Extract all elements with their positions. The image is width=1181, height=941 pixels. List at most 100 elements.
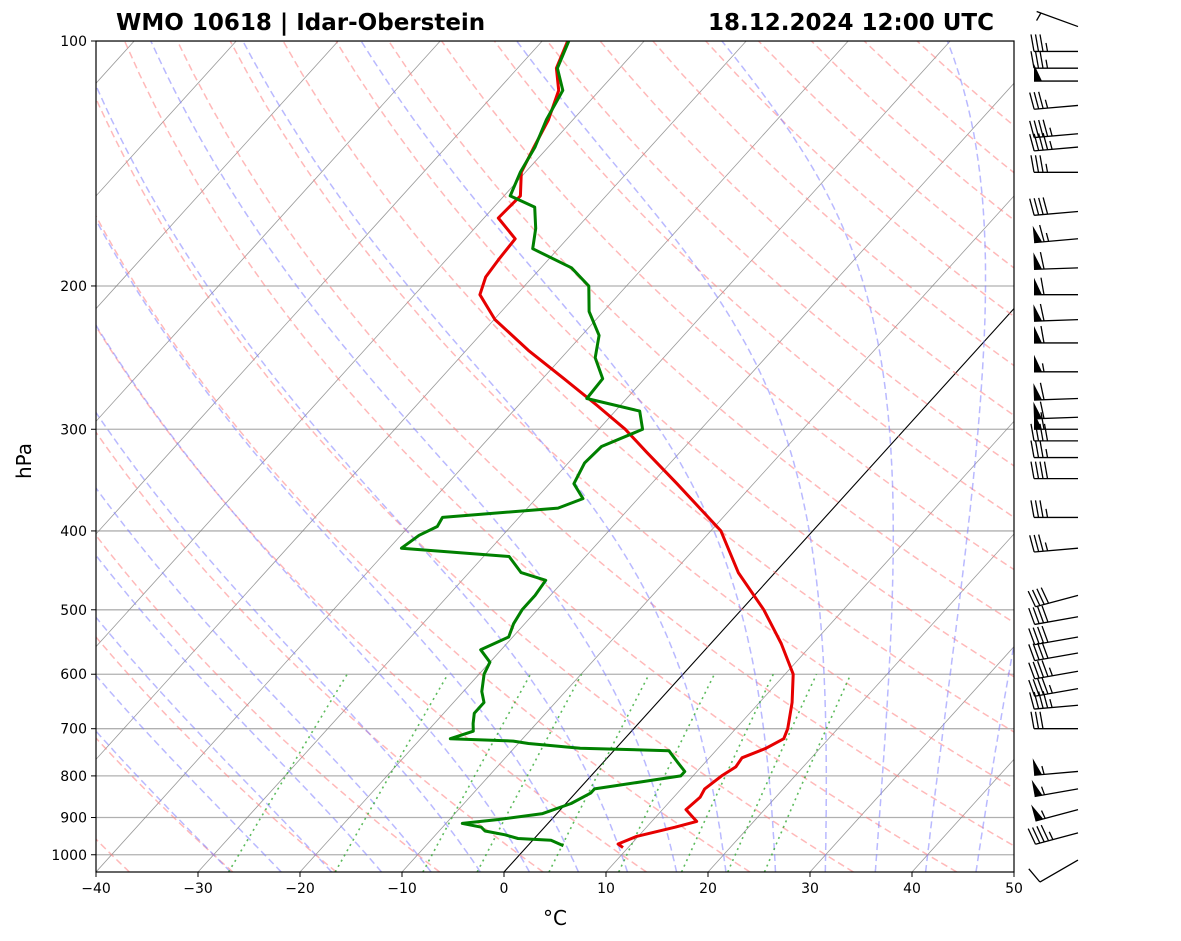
wind-barb-pennant — [1032, 225, 1043, 243]
wind-barb — [1028, 859, 1079, 883]
wind-barb-half — [1048, 684, 1054, 694]
wind-barb — [1029, 534, 1079, 553]
dry-adiabat — [335, 41, 1014, 678]
dry-adiabat — [705, 41, 1014, 318]
dry-adiabat — [916, 41, 1014, 127]
wind-barb — [1028, 677, 1079, 697]
moist-adiabat — [150, 41, 678, 872]
moist-adiabat — [721, 41, 895, 872]
mixing-ratio-line — [334, 673, 449, 872]
wind-barb-full — [1034, 34, 1040, 52]
wind-barb — [1031, 804, 1079, 822]
x-tick-label: −10 — [387, 881, 417, 897]
wind-barb-full — [1036, 826, 1045, 843]
wind-barb-full — [1043, 461, 1049, 479]
wind-barb-full — [1038, 91, 1044, 109]
wind-barb-full — [1036, 588, 1045, 605]
isotherm — [401, 195, 1014, 872]
wind-barb-full — [1039, 303, 1045, 321]
wind-barb-shaft — [1034, 318, 1079, 322]
dry-adiabat — [599, 41, 1014, 417]
wind-barb-full — [1041, 660, 1049, 677]
moist-adiabat — [924, 41, 987, 872]
wind-barb-full — [1037, 626, 1045, 644]
wind-barb-shaft — [1034, 238, 1079, 244]
wind-barb-full — [1027, 828, 1037, 845]
isotherm — [707, 533, 1014, 872]
wind-barb-full — [1037, 642, 1045, 660]
wind-barb-pennant — [1031, 804, 1044, 821]
moist-adiabat — [96, 674, 282, 872]
dry-adiabat — [652, 41, 1014, 367]
wind-barb-full — [1033, 120, 1040, 138]
wind-barb-half — [1040, 810, 1046, 819]
wind-barb-shaft — [1034, 104, 1079, 110]
x-tick-label: 40 — [903, 881, 921, 897]
wind-barb-full — [1039, 401, 1045, 419]
wind-barb-shaft — [1034, 636, 1079, 646]
wind-barb-half — [1049, 140, 1053, 150]
dry-adiabat — [96, 430, 544, 872]
wind-barb-full — [1033, 691, 1040, 709]
dry-adiabat — [96, 96, 854, 872]
wind-barb-shaft — [1036, 10, 1079, 28]
wind-barb-full — [1038, 197, 1044, 215]
x-tick-label: −30 — [183, 881, 213, 897]
wind-barb-shaft — [1034, 547, 1079, 553]
wind-barb — [1034, 325, 1078, 344]
wind-barb-full — [1037, 606, 1045, 624]
wind-barb-full — [1037, 678, 1045, 695]
dry-adiabat — [388, 41, 1014, 624]
mixing-ratio-line — [763, 673, 852, 872]
x-tick-label: 50 — [1005, 881, 1023, 897]
wind-barb-full — [1039, 461, 1044, 479]
isotherm — [96, 41, 237, 197]
wind-barb-half — [1049, 127, 1053, 137]
wind-barb — [1034, 354, 1078, 373]
x-tick-label: −20 — [285, 881, 315, 897]
wind-barb-full — [1040, 325, 1045, 344]
wind-barb-full — [1032, 679, 1040, 696]
dry-adiabat — [96, 635, 337, 872]
wind-barbs — [1027, 10, 1079, 883]
moist-adiabat — [96, 83, 629, 872]
wind-barb-full — [1038, 691, 1044, 709]
wind-barb-full — [1034, 500, 1040, 518]
y-tick-label: 100 — [60, 34, 87, 50]
wind-barb-full — [1030, 51, 1035, 69]
background-lines — [96, 41, 1014, 872]
y-tick-label: 800 — [60, 769, 87, 785]
wind-barb-full — [1030, 155, 1035, 173]
moist-adiabat — [242, 41, 727, 872]
wind-barb — [1030, 500, 1078, 519]
dewpoint-profile — [399, 41, 687, 848]
wind-barb-full — [1028, 644, 1036, 661]
wind-barb-half — [1045, 59, 1049, 69]
moist-adiabat — [96, 411, 482, 872]
wind-barb — [1027, 824, 1079, 845]
zero-isotherm — [503, 307, 1014, 872]
wind-barb-half — [1041, 765, 1045, 775]
wind-barb-full — [1034, 440, 1040, 458]
y-axis-label: hPa — [12, 443, 36, 479]
wind-barb-full — [1041, 605, 1049, 623]
wind-barb-full — [1028, 607, 1036, 625]
isotherm — [809, 646, 1014, 872]
wind-barb-half — [1045, 232, 1050, 242]
wind-barb — [1030, 34, 1078, 53]
wind-barb — [1029, 91, 1079, 110]
wind-barb — [1028, 605, 1079, 626]
wind-barb — [1028, 625, 1079, 646]
wind-barb-half — [1048, 831, 1054, 840]
wind-barb-full — [1028, 679, 1036, 697]
moist-adiabat — [96, 616, 333, 872]
plot-frame — [95, 40, 1015, 873]
x-tick-label: 0 — [500, 881, 509, 897]
wind-barb-full — [1040, 412, 1045, 430]
dry-adiabat — [493, 41, 1014, 519]
wind-barb — [1032, 224, 1079, 244]
wind-barb-full — [1041, 625, 1049, 643]
wind-barb — [1030, 711, 1078, 730]
isotherm — [96, 41, 543, 535]
wind-barb-shaft — [1034, 704, 1079, 710]
